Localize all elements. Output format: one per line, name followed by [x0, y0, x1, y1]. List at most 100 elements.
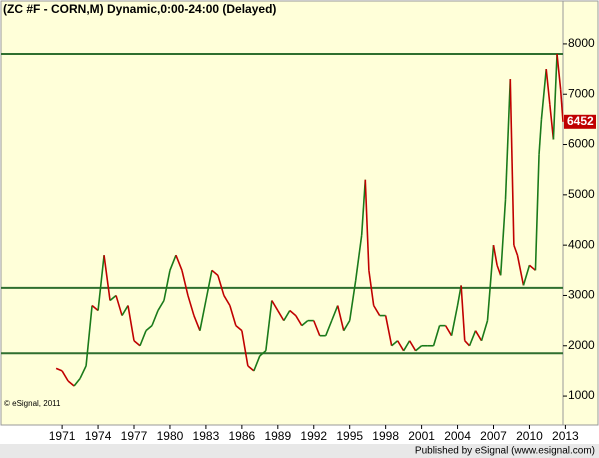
- price-segment: [205, 270, 213, 301]
- y-axis-area: [562, 0, 599, 426]
- price-segment: [151, 310, 159, 326]
- price-segment: [265, 300, 273, 351]
- price-segment: [103, 255, 111, 301]
- price-segment: [283, 310, 291, 322]
- price-segment: [391, 340, 399, 347]
- chart-title: (ZC #F - CORN,M) Dynamic,0:00-24:00 (Del…: [3, 2, 276, 16]
- price-segment: [163, 270, 171, 301]
- price-segment: [181, 270, 189, 296]
- price-segment: [415, 345, 423, 352]
- y-tick-label: 3000: [568, 288, 595, 302]
- price-segment: [67, 380, 75, 387]
- price-segment: [259, 350, 267, 357]
- price-segment: [169, 254, 177, 271]
- price-segment: [540, 68, 548, 120]
- price-segment: [468, 330, 477, 347]
- last-price-label: 6452: [567, 114, 594, 128]
- price-segment: [499, 199, 507, 276]
- price-segment: [486, 245, 495, 321]
- price-segment: [85, 305, 93, 366]
- price-segment: [464, 340, 471, 347]
- price-segment: [235, 325, 243, 332]
- price-segment: [145, 325, 153, 332]
- price-segment: [330, 305, 339, 321]
- copyright: © eSignal, 2011: [4, 399, 61, 408]
- price-segment: [133, 340, 141, 347]
- y-tick-label: 7000: [568, 86, 595, 100]
- price-segment: [552, 53, 558, 140]
- price-segment: [538, 119, 543, 155]
- price-segment: [115, 295, 123, 316]
- x-tick-label: 2010: [516, 429, 543, 443]
- price-segment: [313, 320, 321, 336]
- price-segment: [211, 269, 219, 276]
- price-segment: [127, 305, 135, 341]
- price-segment: [402, 340, 411, 352]
- price-segment: [193, 315, 201, 331]
- x-tick-label: 1980: [157, 429, 184, 443]
- price-segment: [175, 254, 183, 271]
- x-tick-label: 1998: [372, 429, 399, 443]
- price-segment: [348, 280, 357, 321]
- x-tick-label: 1995: [336, 429, 363, 443]
- x-tick-label: 1974: [85, 429, 112, 443]
- x-tick-label: 1977: [121, 429, 148, 443]
- price-segment: [343, 320, 351, 332]
- price-segment: [372, 305, 381, 316]
- price-segment: [79, 365, 87, 379]
- price-segment: [492, 245, 498, 266]
- x-tick-label: 2013: [552, 429, 579, 443]
- price-segment: [121, 305, 129, 316]
- price-segment: [324, 320, 333, 336]
- price-segment: [513, 244, 519, 256]
- price-segment: [97, 255, 105, 311]
- price-segment: [480, 320, 489, 341]
- price-segment: [549, 104, 555, 140]
- price-segment: [277, 310, 285, 322]
- price-segment: [336, 305, 345, 331]
- price-segment: [516, 255, 525, 286]
- price-segment: [504, 79, 512, 200]
- price-segment: [217, 275, 225, 296]
- price-segment: [360, 179, 367, 236]
- x-tick-label: 1989: [264, 429, 291, 443]
- price-segment: [354, 234, 363, 281]
- price-segment: [368, 270, 375, 306]
- price-segment: [534, 154, 540, 271]
- price-segment: [271, 300, 279, 311]
- footer: Published by eSignal (www.esignal.com): [415, 446, 595, 457]
- price-segment: [73, 377, 81, 387]
- x-tick-label: 1983: [193, 429, 220, 443]
- y-tick-label: 4000: [568, 237, 595, 251]
- price-segment: [55, 367, 63, 372]
- price-segment: [109, 294, 117, 302]
- y-tick-label: 2000: [568, 338, 595, 352]
- price-segment: [522, 265, 531, 286]
- y-tick-label: 1000: [568, 388, 595, 402]
- price-segment: [199, 300, 207, 331]
- price-segment: [187, 295, 195, 316]
- price-segment: [139, 330, 147, 347]
- price-segment: [432, 325, 441, 346]
- y-tick-label: 6000: [568, 137, 595, 151]
- price-segment: [528, 264, 536, 271]
- price-segment: [460, 285, 466, 341]
- price-segment: [396, 340, 405, 352]
- x-tick-label: 2001: [408, 429, 435, 443]
- price-segment: [247, 365, 255, 372]
- x-tick-label: 2004: [444, 429, 471, 443]
- price-segment: [509, 79, 515, 246]
- price-segment: [408, 340, 417, 352]
- last-price-box: [564, 114, 596, 129]
- price-segment: [157, 300, 165, 311]
- price-segment: [384, 315, 393, 346]
- price-segment: [556, 53, 562, 90]
- price-segment: [289, 309, 297, 317]
- price-segment: [61, 370, 69, 382]
- price-segment: [229, 305, 237, 326]
- x-tick-label: 2007: [480, 429, 507, 443]
- price-segment: [444, 325, 453, 337]
- y-tick-label: 8000: [568, 36, 595, 50]
- price-segment: [559, 89, 564, 122]
- price-segment: [253, 355, 261, 372]
